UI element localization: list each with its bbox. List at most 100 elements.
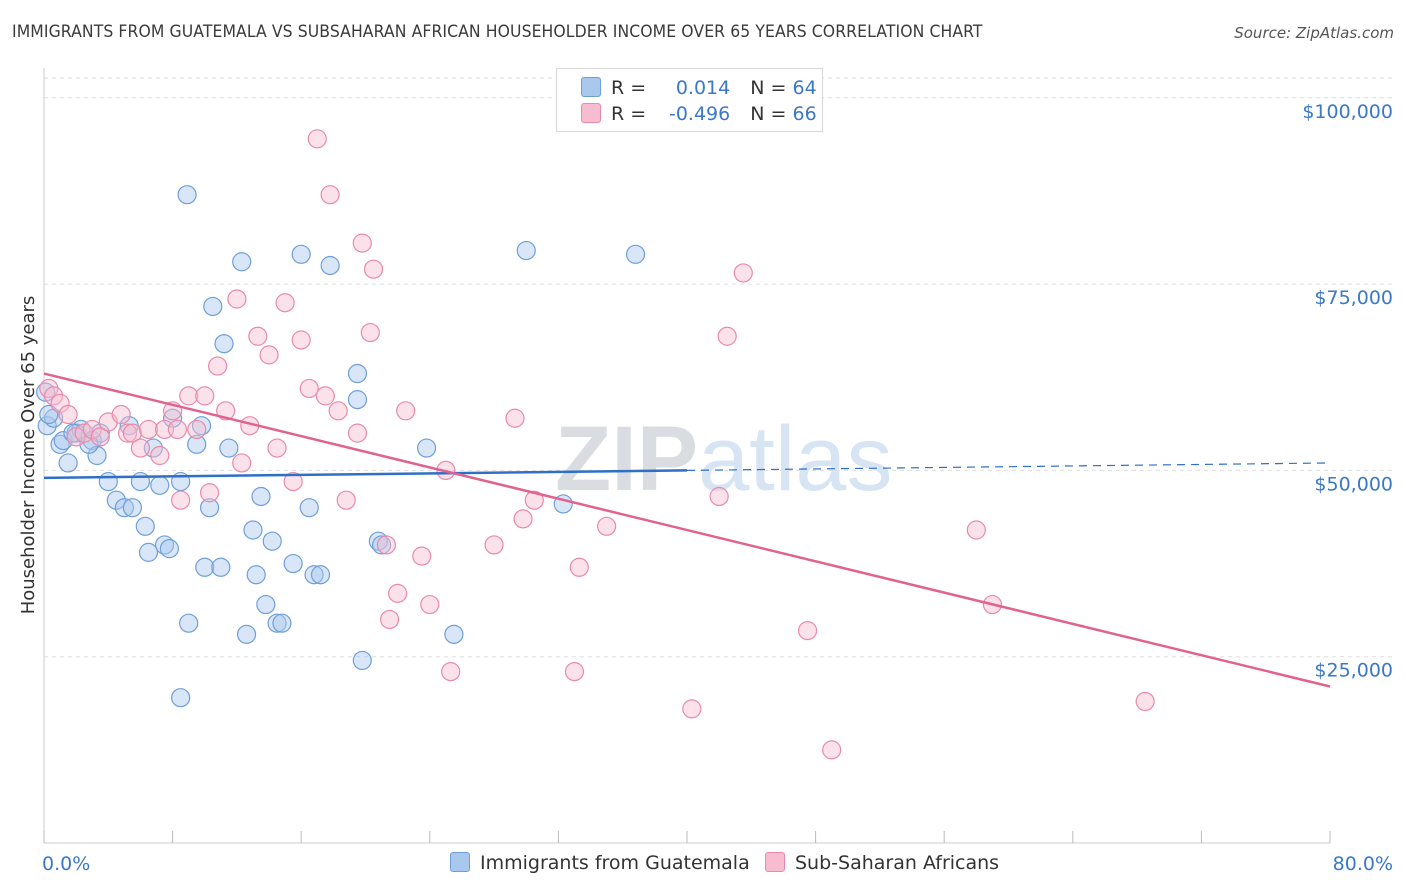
subsaharan-point <box>216 401 236 421</box>
subsaharan-point <box>822 740 842 760</box>
subsaharan-point <box>420 594 440 615</box>
subsaharan-point <box>441 662 461 682</box>
guatemala-point <box>299 498 319 518</box>
subsaharan-point <box>352 233 372 253</box>
subsaharan-point <box>232 453 252 473</box>
guatemala-point <box>199 498 220 518</box>
subsaharan-point <box>524 490 544 510</box>
guatemala-point <box>130 471 151 492</box>
guatemala-point <box>283 553 303 574</box>
subsaharan-point <box>122 423 143 443</box>
n-label: N = <box>750 103 787 125</box>
guatemala-point <box>251 486 271 507</box>
subsaharan-point <box>513 509 533 529</box>
subsaharan-point <box>396 401 416 421</box>
subsaharan-point <box>138 419 159 440</box>
guatemala-point <box>138 542 159 562</box>
guatemala-point <box>63 423 83 443</box>
series-legend: Immigrants from Guatemala Sub-Saharan Af… <box>0 852 1406 878</box>
subsaharan-point <box>44 386 64 406</box>
subsaharan-point <box>966 520 986 540</box>
watermark: ZIPatlas <box>555 408 892 510</box>
guatemala-point <box>310 565 331 585</box>
legend-row-subsaharan: R = -0.496 N = 66 <box>581 103 817 127</box>
pink-swatch-icon <box>765 852 785 872</box>
legend-item-guatemala[interactable]: Immigrants from Guatemala <box>450 852 750 874</box>
subsaharan-point <box>179 386 199 406</box>
axis-layer <box>43 68 1331 844</box>
subsaharan-point <box>90 427 110 447</box>
x-tick-label: 80.0% <box>1333 853 1393 875</box>
guatemala-point <box>243 520 263 540</box>
y-tick-label: $50,000 <box>1314 473 1393 495</box>
guatemala-point <box>416 438 437 458</box>
subsaharan-point <box>360 322 380 343</box>
subsaharan-point <box>199 483 220 503</box>
subsaharan-point <box>50 393 70 413</box>
subsaharan-point <box>275 293 295 313</box>
guatemala-trend-line <box>43 469 688 480</box>
subsaharan-point <box>130 438 151 458</box>
source-label: Source: ZipAtlas.com <box>1234 24 1394 42</box>
subsaharan-point <box>412 546 432 566</box>
subsaharan-point <box>208 356 228 376</box>
guatemala-point <box>236 624 257 644</box>
subsaharan-point <box>484 535 504 555</box>
subsaharan-point <box>797 621 818 641</box>
r-label: R = <box>611 77 647 99</box>
guatemala-point <box>214 334 234 354</box>
chart-title: IMMIGRANTS FROM GUATEMALA VS SUBSAHARAN … <box>12 22 983 42</box>
guatemala-point <box>98 471 118 492</box>
guatemala-point <box>352 650 372 671</box>
subsaharan-point <box>1135 691 1155 712</box>
x-tick-label: 0.0% <box>42 853 90 875</box>
r-value: -0.496 <box>668 103 731 125</box>
guatemala-point <box>135 516 155 536</box>
subsaharan-point <box>709 486 729 507</box>
watermark-zip: ZIP <box>555 408 698 510</box>
grid-layer <box>44 77 1395 658</box>
legend-row-guatemala: R = 0.014 N = 64 <box>581 77 817 101</box>
guatemala-point <box>150 475 170 495</box>
guatemala-point <box>187 434 207 454</box>
subsaharan-point <box>569 557 589 577</box>
subsaharan-point <box>363 259 384 279</box>
guatemala-point <box>114 498 134 518</box>
guatemala-point <box>203 296 223 317</box>
subsaharan-point <box>117 423 138 443</box>
y-tick-label: $75,000 <box>1314 287 1393 309</box>
watermark-atlas: atlas <box>698 408 892 510</box>
subsaharan-point <box>564 662 585 682</box>
y-axis-label: Householder Income Over 65 years <box>18 296 39 615</box>
guatemala-point <box>267 613 287 633</box>
guatemala-point <box>347 363 368 384</box>
points-layer <box>36 129 1155 760</box>
guatemala-trend-extension <box>686 462 1331 472</box>
trend-layer <box>43 372 1331 688</box>
subsaharan-point <box>291 330 311 350</box>
subsaharan-point <box>682 699 702 719</box>
guatemala-point <box>50 434 70 454</box>
legend-item-subsaharan[interactable]: Sub-Saharan Africans <box>765 852 999 874</box>
guatemala-point <box>122 498 143 518</box>
n-value: 64 <box>792 77 817 99</box>
blue-swatch-icon <box>450 852 470 872</box>
subsaharan-point <box>299 378 319 399</box>
guatemala-point <box>625 244 646 264</box>
subsaharan-trend-line <box>43 372 1331 688</box>
subsaharan-point <box>227 289 247 309</box>
guatemala-point <box>516 240 536 261</box>
guatemala-point <box>246 565 266 585</box>
guatemala-point <box>179 613 199 633</box>
guatemala-point <box>256 594 276 615</box>
subsaharan-point <box>307 129 327 149</box>
legend-label: Sub-Saharan Africans <box>795 852 1000 874</box>
guatemala-point <box>371 535 392 555</box>
guatemala-point <box>58 453 78 473</box>
pink-swatch-icon <box>581 103 601 123</box>
guatemala-point <box>232 252 252 272</box>
guatemala-point <box>211 557 231 577</box>
subsaharan-point <box>347 423 368 443</box>
subsaharan-point <box>187 419 207 440</box>
